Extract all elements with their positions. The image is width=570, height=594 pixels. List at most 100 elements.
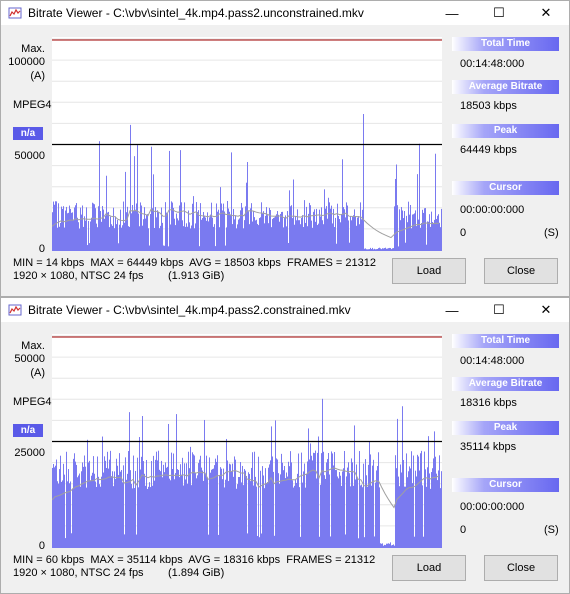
bitrate-bar [84, 216, 85, 251]
bitrate-bar [101, 476, 102, 548]
bitrate-bar [417, 454, 418, 548]
mid-value: 25000 [14, 447, 45, 459]
bitrate-bar [57, 227, 58, 251]
title-bar[interactable]: Bitrate Viewer - C:\vbv\sintel_4k.mp4.pa… [1, 1, 569, 25]
bitrate-bar [182, 457, 183, 548]
bitrate-bar [306, 206, 307, 251]
bitrate-bar [303, 471, 304, 548]
bitrate-bar [325, 208, 326, 251]
cursor-unit: (S) [544, 524, 559, 536]
bitrate-bar [415, 210, 416, 251]
bitrate-bar [178, 469, 179, 548]
bitrate-bar [196, 478, 197, 548]
bitrate-bar [155, 207, 156, 251]
bitrate-bar [374, 248, 375, 251]
minimize-icon[interactable]: — [445, 5, 459, 21]
bitrate-bar [379, 247, 380, 251]
bitrate-bar [158, 450, 159, 548]
bitrate-bar [134, 488, 135, 548]
bitrate-bar [252, 221, 253, 251]
bitrate-chart[interactable] [52, 37, 442, 251]
bitrate-bar [210, 472, 211, 548]
bitrate-bar [200, 203, 201, 251]
bitrate-bar [259, 218, 260, 251]
close-icon[interactable]: ✕ [540, 302, 552, 317]
bitrate-bar [215, 458, 216, 548]
bitrate-bar [264, 488, 265, 548]
bitrate-bar [294, 224, 295, 251]
load-button[interactable]: Load [392, 555, 466, 581]
bitrate-bar [418, 456, 419, 548]
bitrate-bar [310, 205, 311, 251]
bitrate-bar [193, 196, 194, 251]
bitrate-bar [393, 248, 394, 251]
bitrate-bar [56, 201, 57, 251]
bitrate-bar [260, 217, 261, 251]
minimize-icon[interactable]: — [445, 302, 459, 318]
bitrate-bar [242, 465, 243, 548]
bitrate-bar [435, 153, 436, 251]
bitrate-bar [151, 146, 152, 251]
bitrate-bar [306, 473, 307, 548]
close-button[interactable]: Close [484, 555, 558, 581]
bitrate-bar [223, 203, 224, 251]
bitrate-bar [237, 224, 238, 251]
max-label: Max. [21, 340, 45, 352]
bitrate-bar [338, 478, 339, 548]
bitrate-bar [406, 215, 407, 251]
bitrate-bar [185, 226, 186, 251]
bitrate-bar [110, 450, 111, 548]
bitrate-bar [71, 212, 72, 251]
bitrate-bar [131, 483, 132, 548]
bitrate-bar [281, 211, 282, 251]
bitrate-bar [348, 462, 349, 548]
bitrate-bar [231, 152, 232, 251]
bitrate-bar [392, 544, 393, 548]
close-icon[interactable]: ✕ [540, 5, 552, 20]
bitrate-bar [90, 221, 91, 251]
bitrate-bar [387, 248, 388, 251]
peak-value: 64449 kbps [460, 144, 517, 156]
bitrate-bar [279, 221, 280, 251]
bitrate-bar [425, 208, 426, 251]
bitrate-bar [84, 455, 85, 548]
bitrate-bar [420, 453, 421, 548]
maximize-icon[interactable]: ☐ [493, 302, 505, 317]
bitrate-bar [79, 228, 80, 251]
bitrate-bar [370, 247, 371, 251]
bitrate-bar [298, 220, 299, 251]
bitrate-bar [167, 466, 168, 548]
bitrate-bar [147, 214, 148, 251]
bitrate-bar [101, 221, 102, 251]
bitrate-bar [287, 211, 288, 251]
bitrate-bar [418, 219, 419, 251]
bitrate-bar [141, 205, 142, 251]
bitrate-bar [321, 453, 322, 548]
bitrate-bar [151, 460, 152, 548]
bitrate-bar [430, 226, 431, 251]
na-badge[interactable]: n/a [13, 127, 43, 140]
bitrate-bar [377, 248, 378, 251]
bitrate-bar [402, 406, 403, 548]
title-bar[interactable]: Bitrate Viewer - C:\vbv\sintel_4k.mp4.pa… [1, 298, 569, 322]
bitrate-bar [258, 456, 259, 548]
bitrate-bar [363, 114, 364, 251]
bitrate-bar [235, 459, 236, 548]
na-badge[interactable]: n/a [13, 424, 43, 437]
load-button[interactable]: Load [392, 258, 466, 284]
bitrate-bar [364, 537, 365, 548]
bitrate-bar [433, 458, 434, 548]
bitrate-bar [389, 543, 390, 548]
peak-header: Peak [452, 124, 559, 138]
bitrate-bar [107, 451, 108, 548]
bitrate-bar [369, 249, 370, 251]
bitrate-bar [429, 214, 430, 251]
bitrate-bar [269, 207, 270, 251]
bitrate-bar [65, 210, 66, 251]
bitrate-bar [381, 249, 382, 251]
bitrate-bar [363, 463, 364, 548]
close-button[interactable]: Close [484, 258, 558, 284]
bitrate-bar [413, 455, 414, 548]
maximize-icon[interactable]: ☐ [493, 5, 505, 20]
bitrate-chart[interactable] [52, 334, 442, 548]
